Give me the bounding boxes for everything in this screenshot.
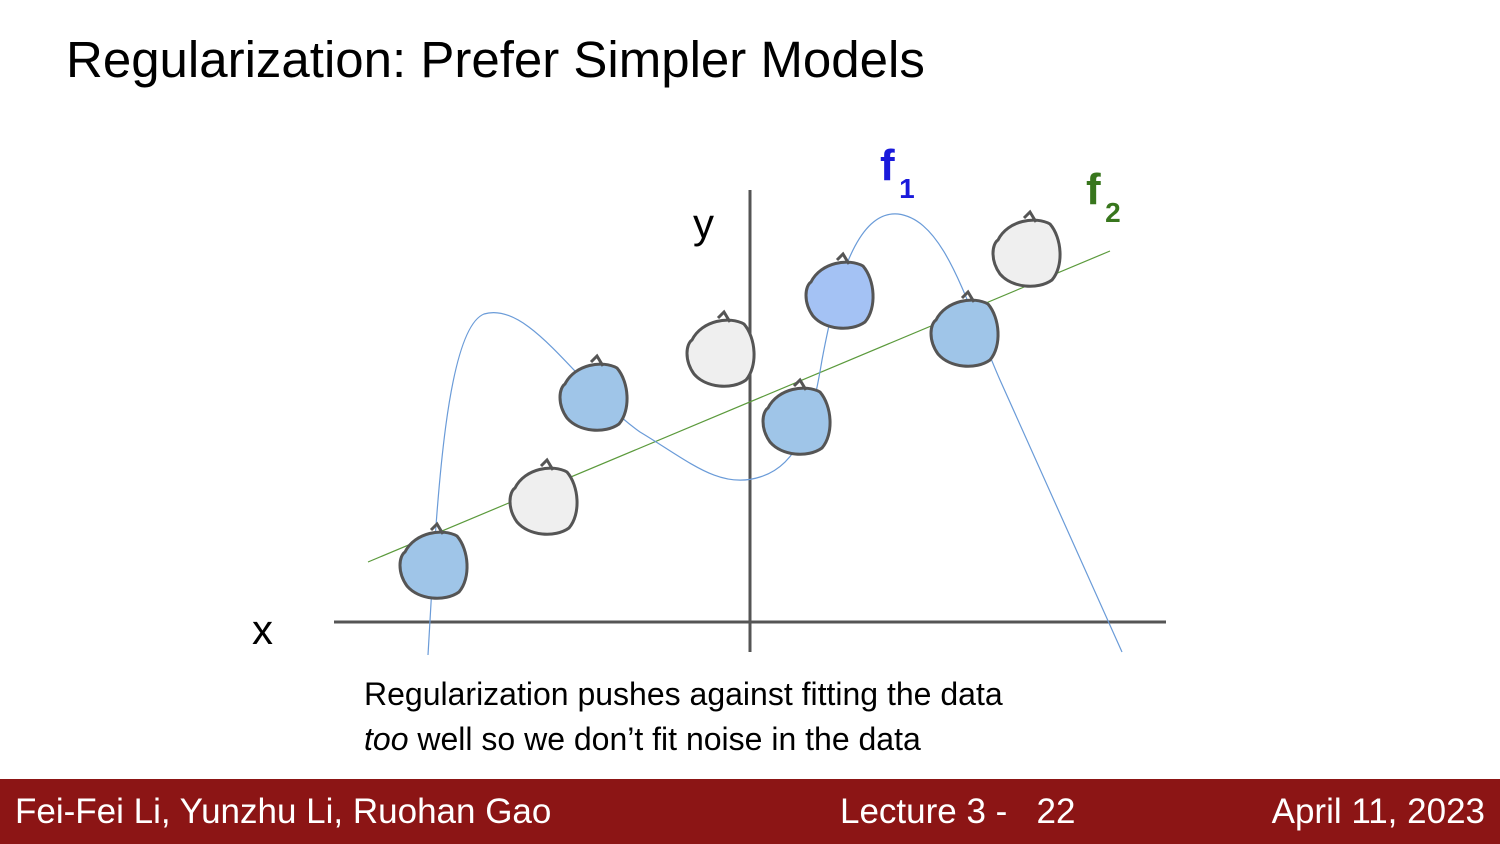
data-point: [558, 353, 629, 432]
diagram: x y: [252, 141, 1166, 656]
f1-label-name: f: [880, 141, 895, 190]
caption: Regularization pushes against fitting th…: [364, 672, 1003, 762]
slide-title: Regularization: Prefer Simpler Models: [66, 31, 925, 88]
footer-authors: Fei-Fei Li, Yunzhu Li, Ruohan Gao: [15, 792, 552, 831]
data-point: [398, 521, 469, 600]
data-points: [398, 209, 1062, 600]
f2-label-subscript: 2: [1105, 197, 1121, 228]
f2-label: f 2: [1086, 165, 1121, 228]
f1-label-subscript: 1: [899, 173, 915, 204]
data-point: [761, 377, 832, 456]
y-axis-label: y: [693, 200, 714, 247]
data-point: [929, 289, 1000, 368]
data-point: [508, 457, 579, 536]
caption-line-1: Regularization pushes against fitting th…: [364, 676, 1003, 712]
f2-curve: [367, 250, 1111, 563]
footer-date: April 11, 2023: [1271, 792, 1485, 831]
data-point: [991, 209, 1062, 288]
footer-lecture: Lecture 3 - 22: [840, 792, 1076, 831]
footer-bar: Fei-Fei Li, Yunzhu Li, Ruohan Gao Lectur…: [0, 779, 1500, 844]
data-point: [685, 309, 756, 388]
f2-label-name: f: [1086, 165, 1101, 214]
caption-emphasis: too: [364, 721, 409, 757]
data-point: [804, 251, 875, 330]
caption-line-2-rest: well so we don’t fit noise in the data: [408, 721, 921, 757]
caption-line-2: too well so we don’t fit noise in the da…: [364, 717, 1003, 762]
x-axis-label: x: [252, 606, 273, 653]
f1-label: f 1: [880, 141, 915, 204]
